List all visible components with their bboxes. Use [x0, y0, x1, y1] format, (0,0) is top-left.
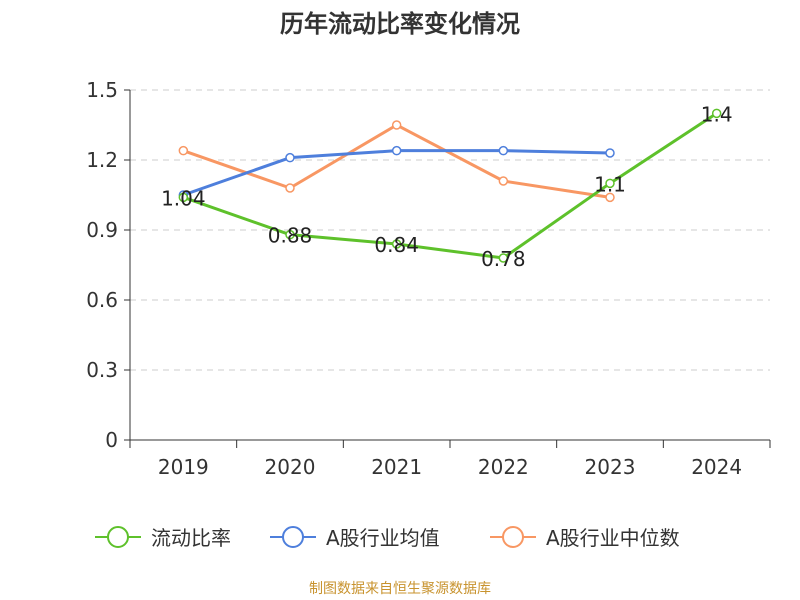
legend-label: A股行业均值	[326, 526, 440, 550]
x-tick-label: 2019	[158, 455, 209, 479]
data-point[interactable]	[178, 192, 189, 203]
series-line	[182, 123, 611, 199]
grid-lines	[130, 89, 770, 371]
x-tick-label: 2023	[585, 455, 636, 479]
source-note: 制图数据来自恒生聚源数据库	[309, 581, 491, 597]
legend-marker	[502, 526, 524, 548]
legend[interactable]: 流动比率 A股行业均值 A股行业中位数	[95, 526, 680, 550]
data-point[interactable]	[391, 239, 402, 249]
legend-marker	[107, 526, 129, 548]
y-tick-label: 0.9	[86, 218, 118, 242]
y-tick-label: 0.3	[86, 358, 118, 382]
y-tick-label: 1.5	[86, 78, 118, 102]
series-0	[178, 108, 722, 263]
data-label: 1.4	[701, 102, 733, 126]
data-point[interactable]	[178, 145, 189, 156]
series-lines	[178, 108, 722, 263]
y-axis-ticks: 0 0.3 0.6 0.9 1.2 1.5	[86, 78, 130, 452]
data-point[interactable]	[605, 178, 615, 189]
chart-title: 历年流动比率变化情况	[280, 10, 520, 38]
series-line	[182, 112, 718, 260]
y-tick-label: 1.2	[86, 148, 118, 172]
data-point[interactable]	[391, 120, 402, 130]
data-point[interactable]	[285, 229, 295, 240]
data-point[interactable]	[285, 152, 295, 163]
legend-item-1[interactable]: A股行业均值	[270, 526, 440, 550]
data-label: 1.1	[594, 172, 626, 196]
legend-label: A股行业中位数	[546, 526, 680, 550]
series-1	[178, 145, 615, 200]
legend-marker	[282, 526, 304, 548]
data-point[interactable]	[498, 176, 509, 186]
data-point[interactable]	[498, 145, 509, 156]
series-2	[178, 120, 615, 203]
data-label: 0.88	[268, 224, 313, 248]
data-label: 0.78	[481, 247, 526, 271]
data-point[interactable]	[605, 192, 615, 203]
data-point[interactable]	[285, 183, 295, 193]
data-point[interactable]	[711, 108, 722, 119]
x-tick-label: 2021	[371, 455, 422, 479]
legend-item-2[interactable]: A股行业中位数	[490, 526, 680, 550]
x-axis-ticks: 2019 2020 2021 2022 2023 2024	[129, 440, 771, 479]
data-labels: 1.04 0.88 0.84 0.78 1.1 1.4	[161, 102, 733, 271]
data-point[interactable]	[498, 253, 509, 263]
data-label: 1.04	[161, 186, 206, 210]
x-tick-label: 2022	[478, 455, 529, 479]
data-label: 0.84	[374, 233, 419, 257]
legend-item-0[interactable]: 流动比率	[95, 526, 231, 550]
data-point[interactable]	[391, 145, 402, 156]
y-tick-label: 0.6	[86, 288, 118, 312]
x-tick-label: 2024	[691, 455, 742, 479]
y-tick-label: 0	[105, 428, 118, 452]
data-point[interactable]	[605, 148, 615, 158]
legend-label: 流动比率	[151, 526, 231, 550]
x-tick-label: 2020	[265, 455, 316, 479]
